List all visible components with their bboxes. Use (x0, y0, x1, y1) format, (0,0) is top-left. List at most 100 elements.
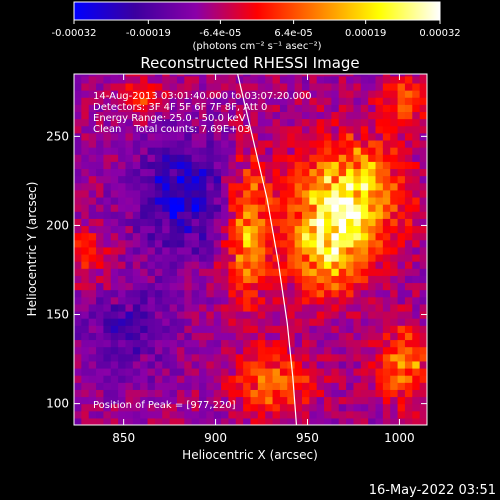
heatmap-cell (88, 353, 97, 362)
heatmap-cell (338, 225, 347, 234)
heatmap-cell (265, 147, 274, 155)
heatmap-cell (397, 261, 406, 269)
heatmap-cell (309, 225, 318, 234)
heatmap-cell (316, 339, 325, 348)
heatmap-cell (162, 118, 171, 127)
heatmap-cell (184, 196, 193, 205)
heatmap-cell (125, 218, 134, 227)
heatmap-cell (176, 232, 185, 241)
heatmap-cell (412, 289, 421, 298)
heatmap-cell (404, 282, 413, 291)
heatmap-cell (184, 318, 193, 326)
heatmap-cell (221, 118, 230, 127)
heatmap-cell (331, 204, 340, 212)
heatmap-cell (419, 318, 427, 326)
heatmap-cell (162, 132, 171, 141)
heatmap-cell (221, 275, 230, 284)
heatmap-cell (397, 303, 406, 312)
heatmap-cell (265, 111, 274, 120)
heatmap-cell (346, 389, 355, 398)
heatmap-cell (110, 410, 119, 419)
heatmap-cell (235, 175, 244, 184)
heatmap-cell (353, 196, 362, 205)
heatmap-cell (331, 389, 340, 398)
heatmap-cell (147, 111, 156, 120)
heatmap-cell (199, 97, 207, 105)
heatmap-cell (338, 239, 347, 248)
heatmap-cell (257, 310, 266, 319)
heatmap-cell (390, 310, 399, 319)
heatmap-cell (74, 353, 82, 362)
heatmap-cell (382, 90, 391, 98)
heatmap-cell (221, 225, 230, 234)
heatmap-cell (324, 74, 332, 77)
heatmap-cell (110, 161, 119, 170)
heatmap-cell (235, 353, 244, 362)
heatmap-cell (162, 275, 171, 284)
heatmap-cell (206, 125, 215, 134)
heatmap-cell (294, 104, 303, 113)
heatmap-cell (118, 204, 127, 212)
heatmap-cell (169, 375, 178, 383)
heatmap-cell (74, 175, 82, 184)
heatmap-cell (199, 132, 207, 141)
heatmap-cell (199, 175, 207, 184)
heatmap-cell (103, 360, 112, 369)
heatmap-cell (287, 104, 296, 113)
heatmap-cell (74, 74, 82, 77)
heatmap-cell (140, 147, 149, 155)
heatmap-cell (294, 296, 303, 305)
heatmap-cell (132, 296, 141, 305)
heatmap-cell (331, 403, 340, 412)
heatmap-cell (301, 90, 310, 98)
heatmap-cell (360, 118, 369, 127)
heatmap-cell (316, 118, 325, 127)
heatmap-cell (368, 104, 377, 113)
heatmap-cell (316, 410, 325, 419)
heatmap-cell (103, 111, 112, 120)
heatmap-cell (324, 97, 332, 105)
heatmap-cell (169, 417, 178, 425)
heatmap-cell (103, 175, 112, 184)
heatmap-cell (176, 360, 185, 369)
heatmap-cell (132, 261, 141, 269)
heatmap-cell (272, 97, 281, 105)
heatmap-cell (162, 111, 171, 120)
heatmap-cell (176, 225, 185, 234)
heatmap-cell (81, 275, 90, 284)
heatmap-cell (316, 139, 325, 148)
heatmap-cell (147, 154, 156, 162)
heatmap-cell (272, 339, 281, 348)
heatmap-cell (176, 211, 185, 219)
heatmap-cell (81, 325, 90, 333)
heatmap-cell (368, 382, 377, 390)
heatmap-cell (243, 396, 252, 405)
heatmap-cell (199, 82, 207, 91)
heatmap-cell (257, 218, 266, 227)
heatmap-cell (368, 410, 377, 419)
heatmap-cell (397, 360, 406, 369)
heatmap-cell (257, 296, 266, 305)
heatmap-cell (338, 303, 347, 312)
heatmap-cell (404, 211, 413, 219)
heatmap-cell (132, 225, 141, 234)
heatmap-cell (206, 360, 215, 369)
heatmap-cell (272, 296, 281, 305)
heatmap-cell (132, 75, 141, 84)
heatmap-cell (279, 161, 288, 170)
heatmap-cell (221, 104, 230, 113)
heatmap-cell (96, 396, 105, 405)
heatmap-cell (257, 104, 266, 113)
heatmap-cell (213, 261, 222, 269)
heatmap-cell (287, 253, 296, 262)
heatmap-cell (154, 118, 163, 127)
heatmap-cell (176, 382, 185, 390)
heatmap-cell (360, 296, 369, 305)
heatmap-cell (404, 303, 413, 312)
heatmap-cell (199, 275, 207, 284)
heatmap-cell (213, 154, 222, 162)
heatmap-cell (324, 325, 332, 333)
heatmap-cell (390, 232, 399, 241)
heatmap-cell (324, 90, 332, 98)
heatmap-cell (287, 246, 296, 255)
